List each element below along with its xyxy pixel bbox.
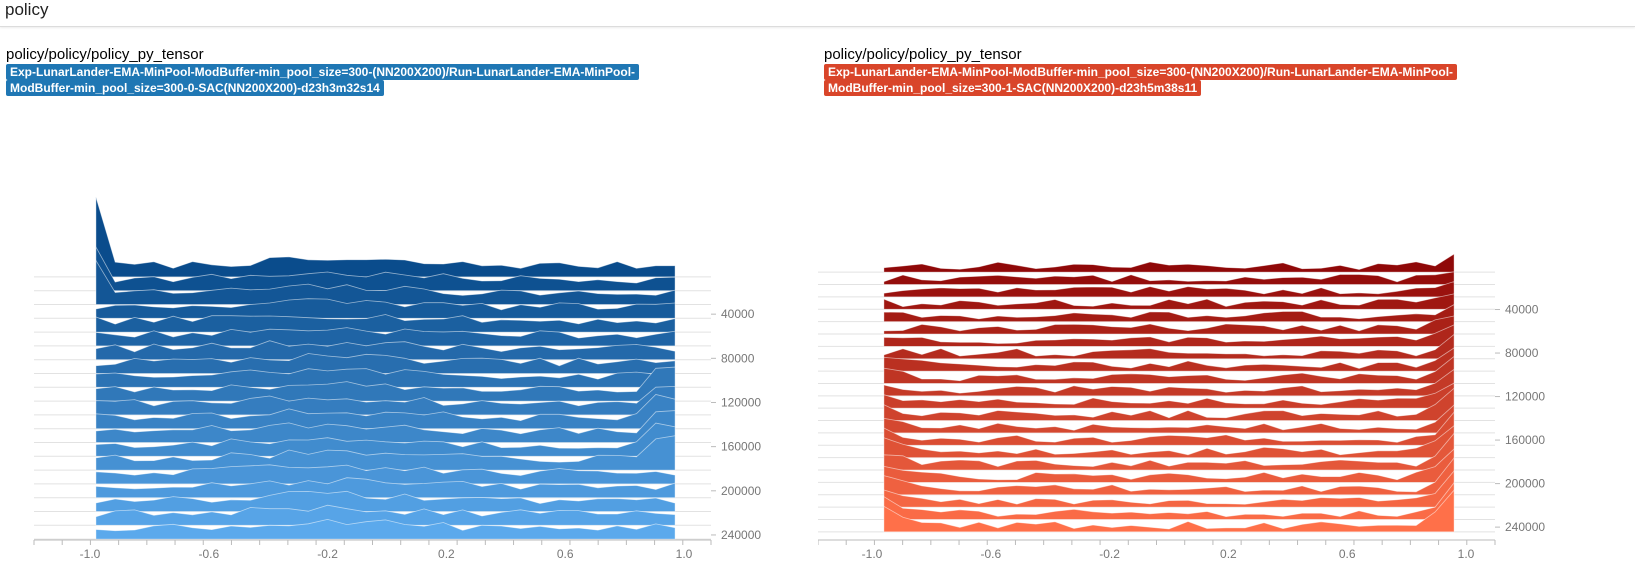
histogram-ridge — [95, 385, 676, 416]
step-tick-label: 200000 — [721, 484, 761, 498]
step-axis: 40000 80000 120000 160000 200000 240000 — [711, 307, 761, 542]
histogram-ridge — [95, 477, 676, 499]
step-tick-label: 240000 — [721, 528, 761, 542]
ridgeline-chart-1: -1.0 -0.6 -0.2 0.2 0.6 1.0 40000 80000 120000 160… — [818, 253, 1545, 561]
step-tick-label: 120000 — [1505, 390, 1545, 404]
step-tick-label: 240000 — [1505, 520, 1545, 534]
histogram-ridge — [95, 435, 676, 471]
chart-title: policy/policy/policy_py_tensor — [824, 46, 1022, 63]
histogram-ridge — [95, 410, 676, 443]
histogram-ridge — [883, 253, 1455, 273]
histogram-ridge — [883, 424, 1455, 459]
x-tick-label: 0.2 — [1220, 547, 1237, 561]
histogram-ridge — [95, 246, 676, 292]
histogram-ridge — [883, 333, 1455, 360]
histogram-ridge — [95, 340, 676, 361]
histogram-ridge — [883, 280, 1455, 298]
histogram-ridge — [95, 258, 676, 305]
histogram-ridge — [95, 366, 676, 402]
histogram-ridge — [95, 196, 676, 278]
histogram-ridge — [95, 298, 676, 319]
histogram-ridge — [883, 382, 1455, 409]
run-label: Exp-LunarLander-EMA-MinPool-ModBuffer-mi… — [6, 64, 666, 96]
step-tick-label: 40000 — [721, 307, 755, 321]
histogram-ridge — [883, 447, 1455, 483]
x-tick-label: 0.2 — [438, 547, 455, 561]
histogram-ridge — [883, 303, 1455, 323]
histogram-ridge — [95, 353, 676, 374]
x-tick-label: -0.6 — [980, 547, 1001, 561]
x-tick-label: -0.2 — [317, 547, 338, 561]
histogram-ridge — [95, 394, 676, 430]
histogram-ridge — [883, 293, 1455, 310]
histogram-ridge — [883, 481, 1455, 520]
histogram-ridge — [95, 327, 676, 347]
histogram-ridge — [883, 315, 1455, 335]
chart-title: policy/policy/policy_py_tensor — [6, 46, 204, 63]
histogram-ridge — [95, 464, 676, 485]
x-axis: -1.0 -0.6 -0.2 0.2 0.6 1.0 — [33, 539, 712, 561]
histogram-ridge — [883, 347, 1455, 372]
histogram-ridge — [883, 469, 1455, 508]
step-tick-label: 200000 — [1505, 477, 1545, 491]
histogram-ridge — [883, 489, 1455, 533]
step-tick-label: 40000 — [1505, 303, 1539, 317]
header: policy — [0, 0, 1635, 27]
histogram-ridge — [883, 368, 1455, 397]
histogram-panel-1: -1.0 -0.6 -0.2 0.2 0.6 1.0 40000 80000 120000 160… — [818, 44, 1608, 584]
histogram-ridge — [95, 504, 676, 526]
step-tick-label: 120000 — [721, 395, 761, 409]
histogram-panel-0: -1.0 -0.6 -0.2 0.2 0.6 1.0 40000 80000 120000 160… — [0, 44, 790, 584]
histogram-ridges — [95, 196, 676, 540]
histogram-ridge — [95, 422, 676, 457]
histogram-ridge — [95, 314, 676, 333]
run-label: Exp-LunarLander-EMA-MinPool-ModBuffer-mi… — [824, 64, 1484, 96]
step-tick-label: 160000 — [1505, 433, 1545, 447]
x-tick-label: 1.0 — [676, 547, 693, 561]
x-tick-label: -1.0 — [80, 547, 101, 561]
step-axis: 40000 80000 120000 160000 200000 240000 — [1495, 303, 1545, 534]
histogram-ridge — [883, 271, 1455, 285]
x-tick-label: -0.6 — [198, 547, 219, 561]
step-tick-label: 80000 — [721, 351, 755, 365]
histogram-ridge — [883, 456, 1455, 496]
histogram-ridges — [883, 253, 1455, 533]
x-tick-label: -0.2 — [1099, 547, 1120, 561]
x-tick-label: 0.6 — [1339, 547, 1356, 561]
x-axis: -1.0 -0.6 -0.2 0.2 0.6 1.0 — [818, 539, 1496, 561]
histogram-ridge — [883, 324, 1455, 347]
histogram-ridge — [95, 490, 676, 512]
histogram-ridge — [883, 404, 1455, 434]
histogram-ridge — [883, 432, 1455, 471]
ridgeline-chart-0: -1.0 -0.6 -0.2 0.2 0.6 1.0 40000 80000 120000 160… — [33, 196, 761, 561]
histogram-ridge — [883, 355, 1455, 384]
page-title: policy — [5, 0, 49, 19]
histogram-ridge — [883, 410, 1455, 446]
step-tick-label: 160000 — [721, 440, 761, 454]
x-tick-label: 1.0 — [1458, 547, 1475, 561]
histogram-ridge — [95, 368, 676, 388]
x-tick-label: 0.6 — [557, 547, 574, 561]
histogram-ridge — [883, 387, 1455, 421]
histogram-ridge — [95, 518, 676, 540]
x-tick-label: -1.0 — [862, 547, 883, 561]
step-tick-label: 80000 — [1505, 346, 1539, 360]
